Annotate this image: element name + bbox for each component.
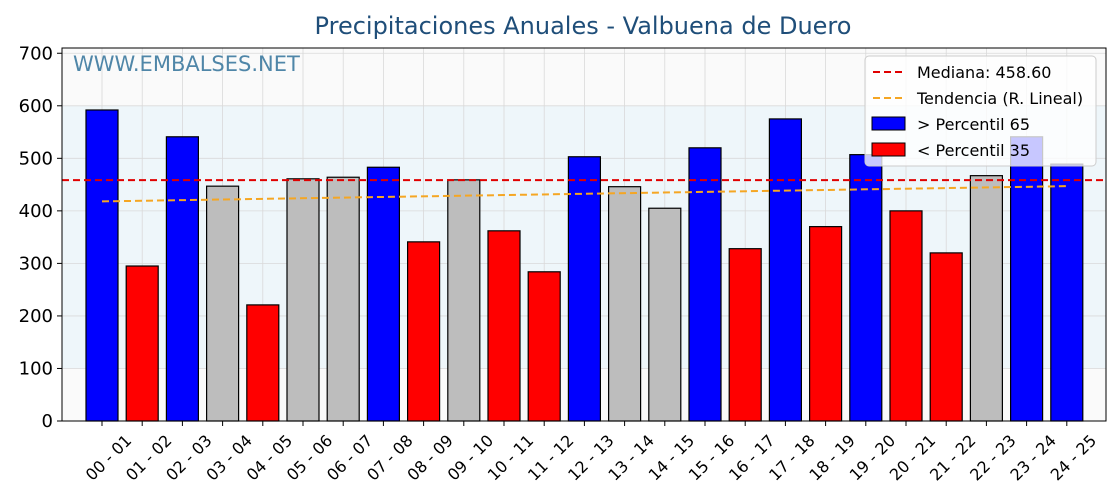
bar-22-23 [969,175,1004,422]
bar-02-03 [165,136,199,422]
bar-04-05 [246,304,280,422]
y-axis: 0 100 200 300 400 500 600 700 [19,43,62,432]
y-tick-label: 200 [19,306,53,327]
x-tick-label: 24 - 25 [1047,431,1101,485]
legend-label: Mediana: 458.60 [917,63,1051,82]
bar-07-08 [366,166,400,422]
bar-15-16 [688,147,722,422]
bar-00-01 [85,109,119,422]
bar-21-22 [929,252,963,422]
bar-23-24 [1009,136,1044,422]
bar-17-18 [768,118,803,422]
bar-03-04 [206,185,240,422]
bar-14-15 [648,207,682,422]
y-tick-label: 700 [19,43,53,64]
bar-01-02 [125,265,159,422]
bar-16-17 [728,248,762,422]
chart-title: Precipitaciones Anuales - Valbuena de Du… [315,12,852,40]
legend-swatch-box [871,116,906,131]
legend-swatch-box [871,142,906,157]
watermark: WWW.EMBALSES.NET [73,52,300,76]
reference-lines [62,179,1106,203]
bar-09-10 [447,179,481,422]
y-tick-label: 100 [19,358,53,379]
y-tick-label: 400 [19,201,53,222]
legend-label: < Percentil 35 [917,141,1030,160]
bar-11-12 [527,271,561,422]
bar-05-06 [286,178,320,422]
bar-06-07 [326,176,360,422]
bar-24-25 [1050,163,1084,422]
bar-08-09 [407,241,441,422]
bar-20-21 [889,210,923,422]
legend-box [864,55,1097,167]
bar-12-13 [567,156,602,422]
bar-10-11 [487,230,521,422]
bars-layer [85,109,1084,422]
legend-label: Tendencia (R. Lineal) [916,89,1083,108]
legend-label: > Percentil 65 [917,115,1030,134]
y-tick-label: 600 [19,96,53,117]
legend: Mediana: 458.60 Tendencia (R. Lineal) > P… [864,55,1097,167]
y-tick-label: 0 [42,411,53,432]
bar-19-20 [849,154,883,422]
y-tick-label: 300 [19,253,53,274]
trend-line [101,185,1067,203]
bar-18-19 [808,226,843,422]
bar-13-14 [607,186,642,422]
y-tick-label: 500 [19,148,53,169]
